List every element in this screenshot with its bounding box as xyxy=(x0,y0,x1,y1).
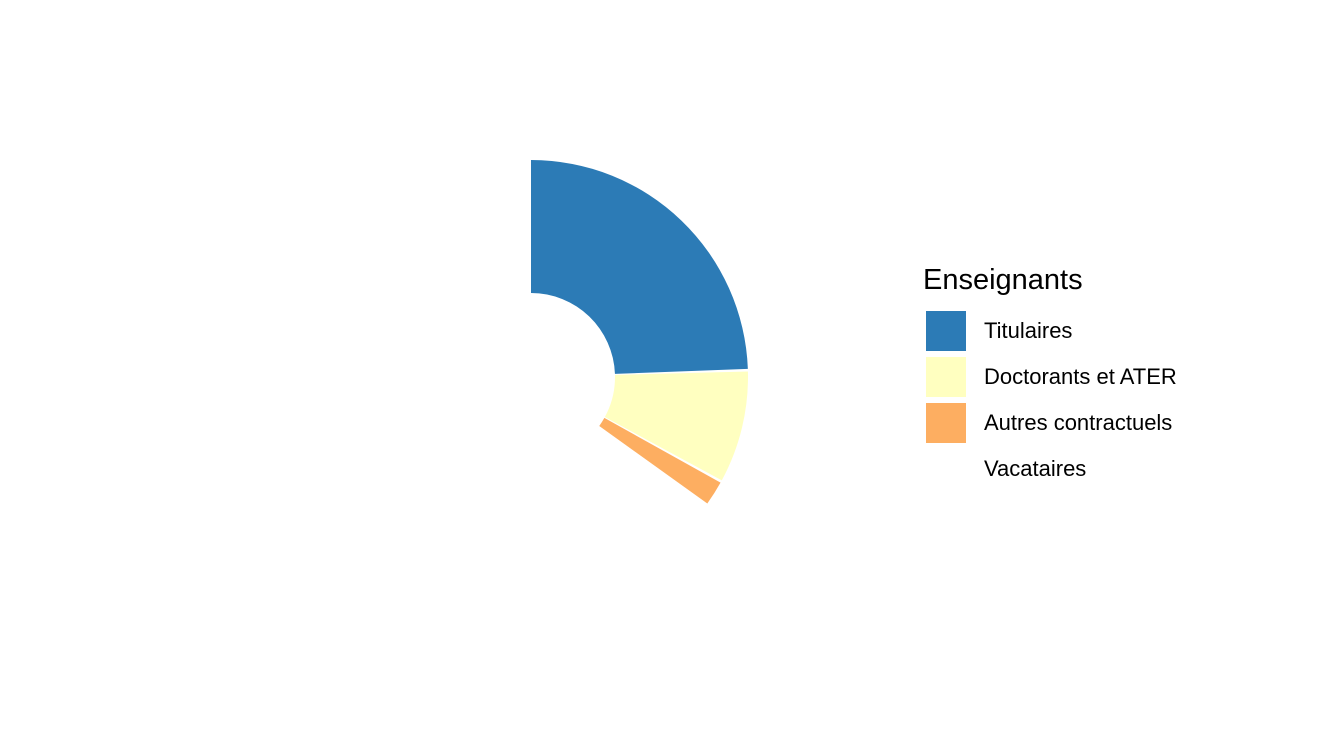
legend-swatch xyxy=(926,311,966,351)
legend-swatch xyxy=(926,449,966,489)
legend-swatch xyxy=(926,357,966,397)
slice-vacataires xyxy=(531,426,706,594)
slice-doctorants-et-ater xyxy=(604,371,748,481)
legend-label: Doctorants et ATER xyxy=(984,364,1177,389)
slice-titulaires xyxy=(531,160,748,374)
slice-autres-contractuels xyxy=(599,417,721,504)
legend: Enseignants Titulaires Doctorants et ATER… xyxy=(923,264,1177,489)
slices-group xyxy=(531,160,748,594)
legend-label: Autres contractuels xyxy=(984,410,1172,435)
legend-title: Enseignants xyxy=(923,264,1083,296)
legend-items: Titulaires Doctorants et ATER Autres contr… xyxy=(926,311,1177,489)
legend-label: Titulaires xyxy=(984,318,1072,343)
legend-swatch xyxy=(926,403,966,443)
legend-label: Vacataires xyxy=(984,456,1086,481)
